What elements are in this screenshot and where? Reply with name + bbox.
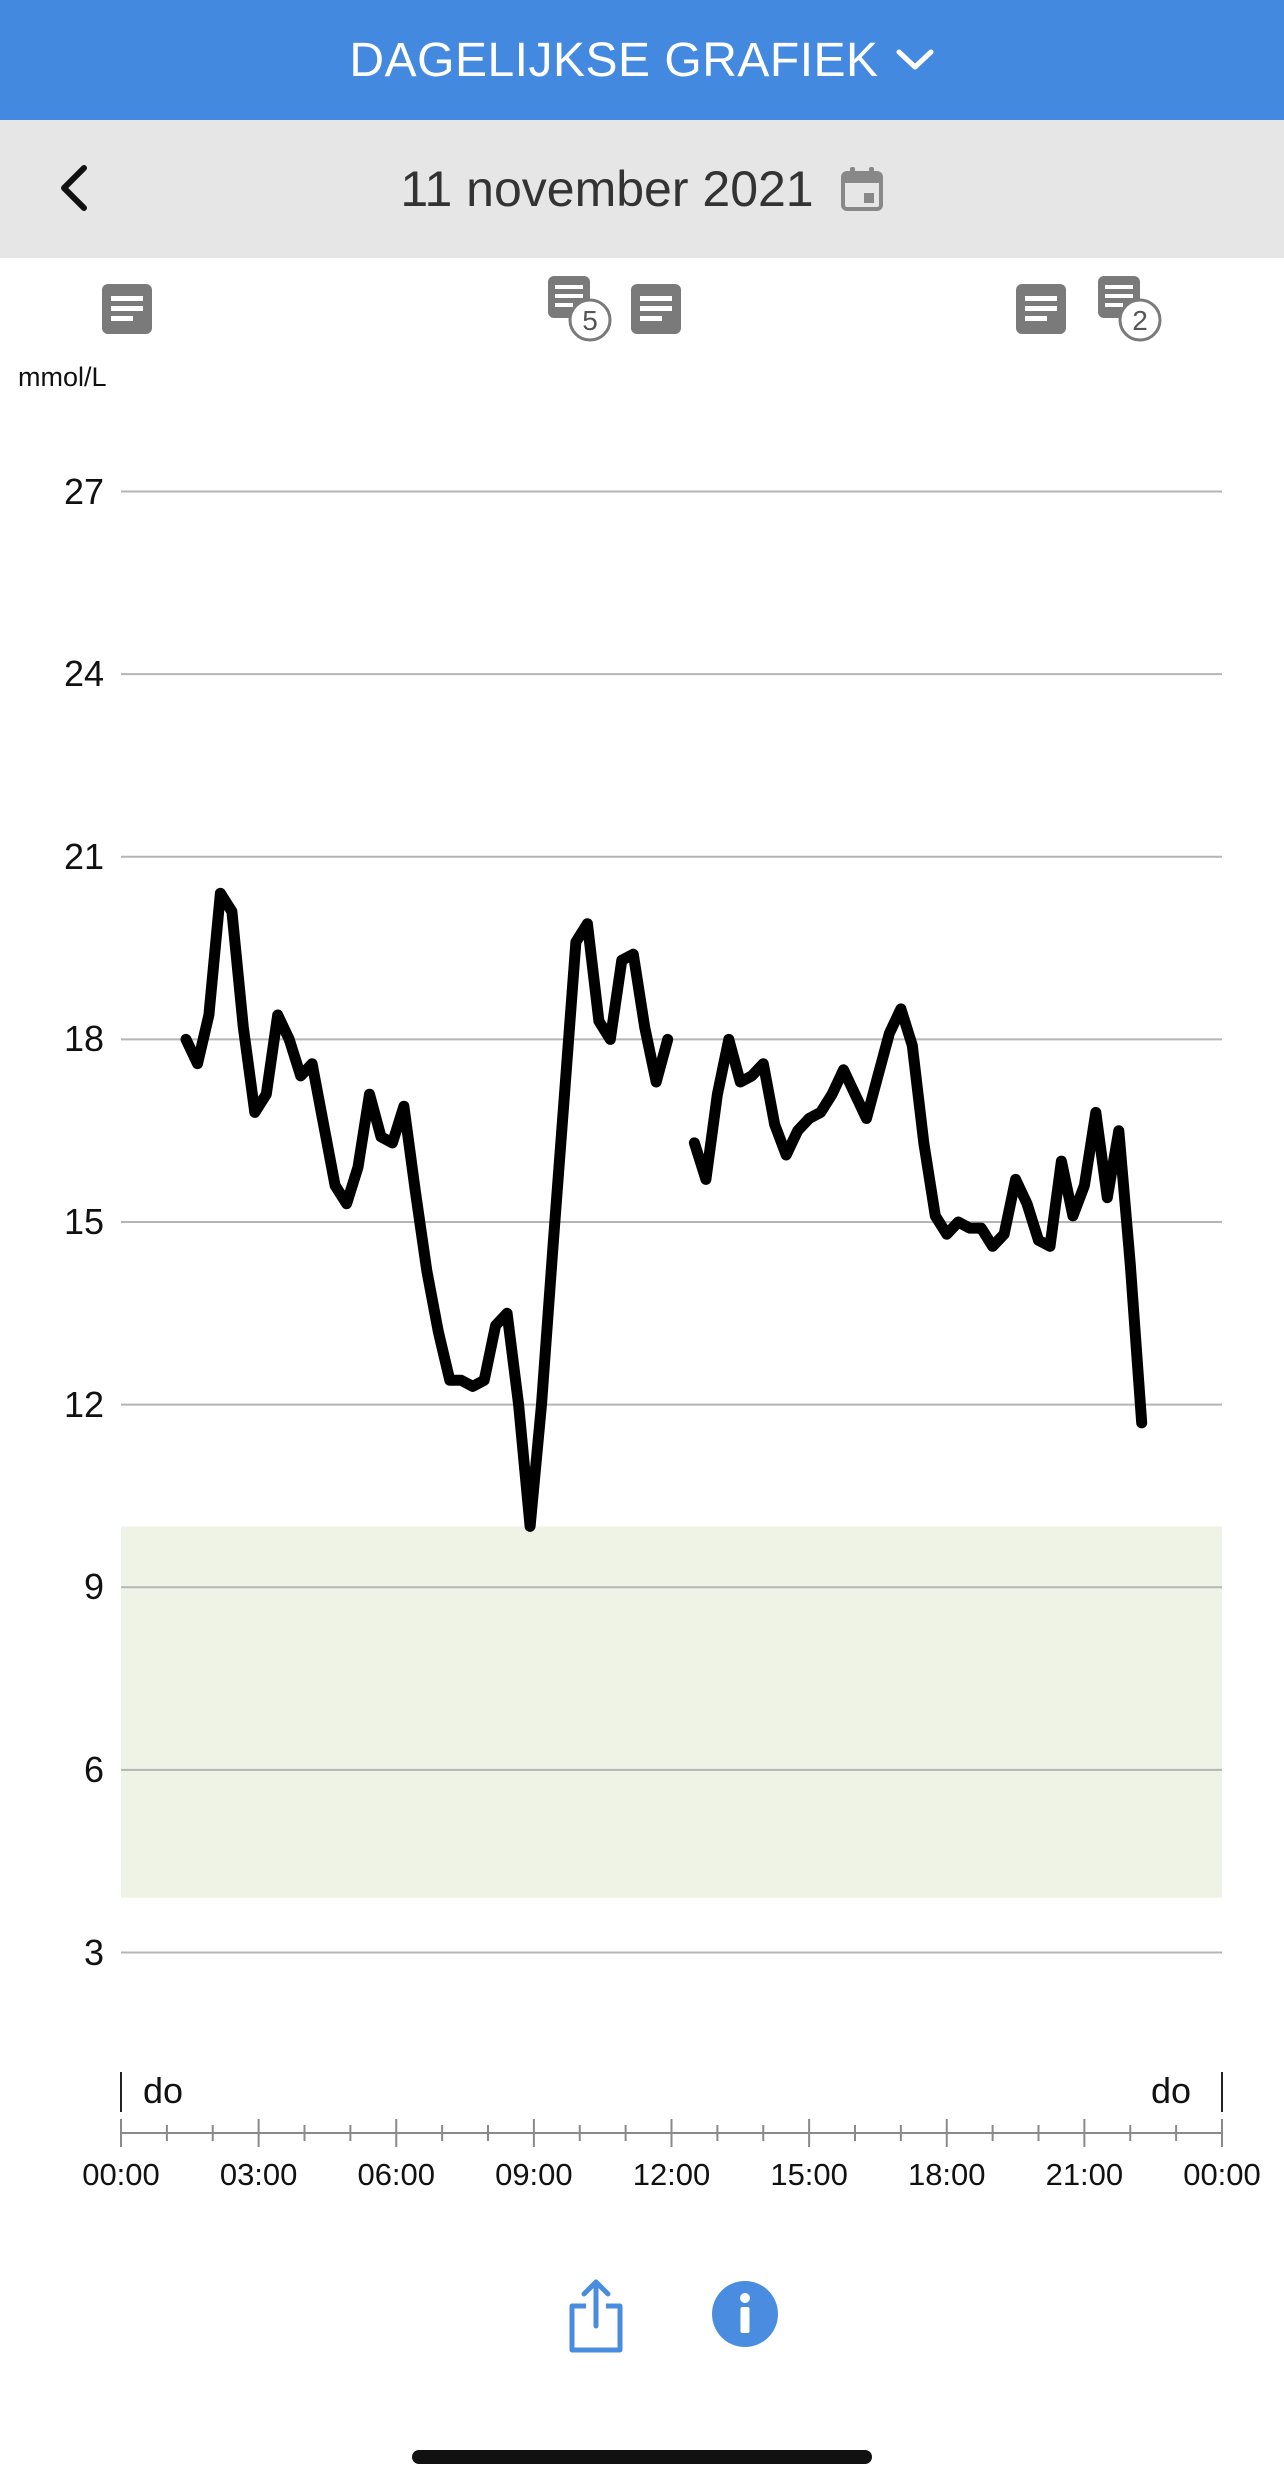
note-stack-icon: 2 [1098, 276, 1162, 342]
note-stack-icon: 5 [548, 276, 612, 342]
x-tick-label: 12:00 [632, 2157, 711, 2192]
x-tick-label: 00:00 [82, 2157, 160, 2192]
chevron-down-icon [896, 49, 934, 70]
note-group-icon[interactable]: 2 [1096, 274, 1166, 349]
target-range-layer [121, 1526, 1222, 1898]
y-tick-label: 9 [83, 1566, 104, 1608]
gridlines [121, 490, 1222, 1954]
x-tick-label: 18:00 [907, 2157, 986, 2192]
y-tick-label: 6 [83, 1748, 104, 1790]
y-tick-label: 18 [63, 1018, 104, 1060]
back-arrow-icon[interactable] [48, 160, 104, 216]
day-label: do [143, 2070, 184, 2111]
x-tick-label: 00:00 [1183, 2157, 1261, 2192]
y-axis-unit: mmol/L [18, 362, 107, 392]
y-tick-label: 27 [63, 470, 104, 512]
note-icon[interactable] [100, 282, 154, 341]
day-label: do [1151, 2070, 1192, 2111]
share-icon[interactable] [564, 2276, 628, 2356]
calendar-icon[interactable] [840, 166, 884, 212]
date-bar: 11 november 2021 [0, 120, 1284, 258]
x-tick-label: 21:00 [1045, 2157, 1124, 2192]
glucose-line-layer [180, 887, 1148, 1532]
note-icon[interactable] [629, 282, 683, 341]
x-tick-label: 06:00 [357, 2157, 436, 2192]
view-selector[interactable]: DAGELIJKSE GRAFIEK [0, 0, 1284, 120]
y-tick-label: 21 [63, 835, 104, 877]
y-tick-label: 15 [63, 1201, 104, 1242]
note-icon-glyph [631, 284, 681, 334]
note-count: 5 [582, 305, 598, 336]
y-tick-label: 3 [83, 1931, 104, 1973]
x-tick-label: 15:00 [770, 2157, 848, 2192]
x-tick-label: 03:00 [219, 2157, 298, 2192]
y-tick-label: 12 [63, 1383, 104, 1425]
note-icon[interactable] [1014, 282, 1068, 341]
target-range-band [121, 1526, 1222, 1898]
note-group-icon[interactable]: 5 [546, 274, 616, 349]
home-indicator [412, 2450, 872, 2464]
page-title: DAGELIJKSE GRAFIEK [349, 33, 879, 87]
info-icon[interactable] [711, 2280, 779, 2348]
note-count: 2 [1132, 305, 1148, 336]
note-icon-glyph [102, 284, 152, 334]
x-tick-label: 09:00 [495, 2157, 573, 2192]
glucose-chart [120, 490, 1223, 2147]
glucose-line [180, 887, 674, 1532]
glucose-line [688, 1003, 1148, 1429]
y-tick-label: 24 [63, 653, 104, 695]
note-icon-glyph [1016, 284, 1066, 334]
date-label: 11 november 2021 [400, 161, 814, 217]
x-axis [120, 2072, 1223, 2147]
